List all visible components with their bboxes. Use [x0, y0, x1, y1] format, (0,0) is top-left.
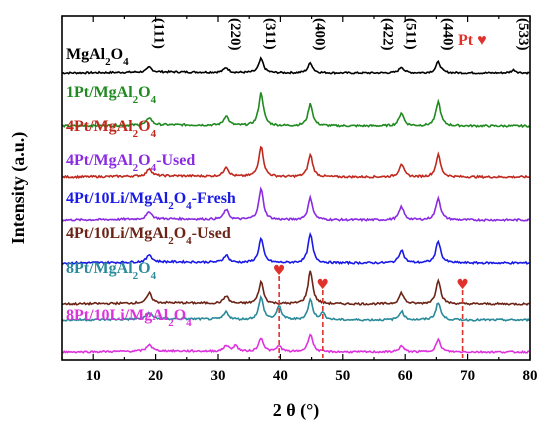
reflection-label-7: (533) — [515, 18, 531, 51]
series-label-text: 4Pt/MgAl — [66, 152, 133, 169]
series-label-text: 8Pt/10Li/MgAl — [66, 307, 169, 324]
x-tick-label-5: 60 — [398, 368, 413, 384]
series-label-subscript: 4 — [151, 162, 157, 174]
series-label-text: 4Pt/10Li/MgAl — [66, 190, 169, 207]
series-label-subscript: 4 — [186, 235, 192, 247]
series-label-text: -Used — [156, 152, 195, 169]
series-line-5 — [61, 270, 530, 306]
x-tick-label-0: 10 — [86, 368, 101, 384]
series-label-7: 8Pt/10Li/MgAl2O4 — [66, 307, 192, 329]
series-label-text: -Used — [192, 225, 231, 242]
x-tick-label-6: 70 — [460, 368, 475, 384]
series-label-text: MgAl — [66, 46, 106, 63]
series-label-text: 1Pt/MgAl — [66, 84, 133, 101]
series-label-subscript: 4 — [151, 270, 157, 282]
series-label-subscript: 4 — [151, 94, 157, 106]
series-line-2 — [61, 145, 530, 180]
x-tick-label-1: 20 — [148, 368, 163, 384]
x-tick-label-3: 40 — [273, 368, 288, 384]
series-label-text: O — [138, 260, 150, 277]
series-line-3 — [61, 186, 530, 223]
series-label-subscript: 2 — [168, 317, 174, 329]
pt-legend-label: Pt ♥ — [458, 32, 487, 49]
series-label-6: 8Pt/MgAl2O4 — [66, 260, 157, 282]
series-line-7 — [61, 333, 530, 354]
series-label-text: O — [138, 118, 150, 135]
y-axis-title: Intensity (a.u.) — [8, 132, 29, 245]
series-line-1 — [61, 92, 530, 129]
plot-area: MgAl2O41Pt/MgAl2O44Pt/MgAl2O44Pt/MgAl2O4… — [61, 32, 530, 358]
x-tick-label-7: 80 — [523, 368, 538, 384]
series-label-text: 4Pt/MgAl — [66, 118, 133, 135]
series-label-text: O — [174, 190, 186, 207]
plot-frame — [61, 15, 531, 361]
series-line-4 — [61, 231, 530, 266]
reflection-label-6: (440) — [439, 18, 455, 51]
series-label-text: -Fresh — [192, 190, 236, 207]
series-label-2: 4Pt/MgAl2O4 — [66, 118, 157, 140]
pt-heart-icon-1: ♥ — [317, 277, 330, 293]
pt-heart-icon-0: ♥ — [273, 263, 286, 279]
series-label-3: 4Pt/MgAl2O4-Used — [66, 152, 195, 174]
reflection-label-5: (511) — [402, 18, 418, 50]
series-label-subscript: 4 — [186, 200, 192, 212]
series-label-0: MgAl2O4 — [66, 46, 129, 68]
series-label-subscript: 2 — [133, 128, 139, 140]
series-label-5: 4Pt/10Li/MgAl2O4-Used — [66, 225, 231, 247]
series-label-subscript: 2 — [133, 162, 139, 174]
series-label-text: O — [138, 152, 150, 169]
reflection-label-4: (422) — [379, 18, 395, 51]
reflection-label-1: (220) — [227, 18, 243, 51]
series-line-0 — [61, 56, 530, 75]
series-label-subscript: 4 — [123, 56, 129, 68]
x-tick-label-2: 30 — [211, 368, 226, 384]
series-label-4: 4Pt/10Li/MgAl2O4-Fresh — [66, 190, 236, 212]
x-tick-label-4: 50 — [335, 368, 350, 384]
series-label-subscript: 2 — [133, 270, 139, 282]
x-axis-title: 2 θ (°) — [273, 400, 320, 421]
series-label-subscript: 4 — [151, 128, 157, 140]
series-label-text: 8Pt/MgAl — [66, 260, 133, 277]
axes: (111) (220) (311) (400) (422) (511) (440) (533)… — [61, 15, 538, 384]
reflection-label-3: (400) — [311, 18, 327, 51]
series-label-text: O — [111, 46, 123, 63]
series-label-subscript: 2 — [168, 200, 174, 212]
series-label-1: 1Pt/MgAl2O4 — [66, 84, 157, 106]
reflection-label-0: (111) — [150, 18, 166, 49]
series-line-6 — [61, 294, 530, 323]
reflection-label-2: (311) — [262, 18, 278, 50]
series-label-text: O — [174, 225, 186, 242]
series-label-subscript: 2 — [105, 56, 111, 68]
series-label-subscript: 4 — [186, 317, 192, 329]
series-label-text: O — [138, 84, 150, 101]
series-label-subscript: 2 — [133, 94, 139, 106]
pt-heart-icon-2: ♥ — [456, 277, 469, 293]
series-label-subscript: 2 — [168, 235, 174, 247]
series-label-text: 4Pt/10Li/MgAl — [66, 225, 169, 242]
series-label-text: O — [174, 307, 186, 324]
